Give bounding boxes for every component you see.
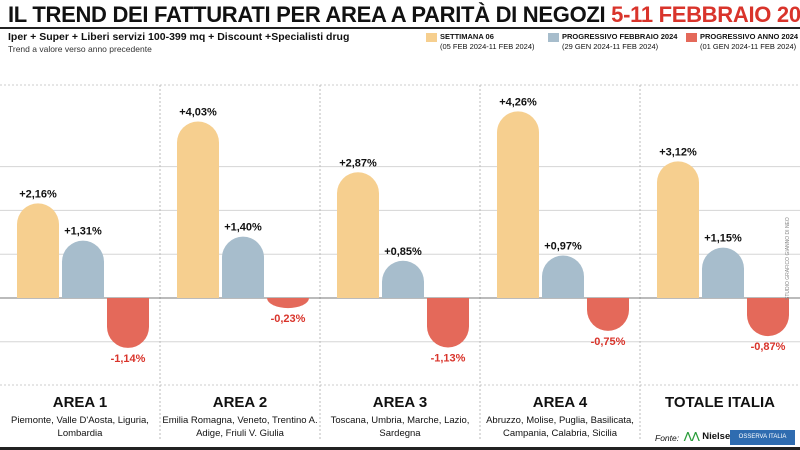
subtitle: Iper + Super + Liberi servizi 100-399 mq… [8, 31, 350, 43]
data-label: -0,75% [591, 336, 626, 348]
category-label: AREA 2 [212, 394, 268, 411]
bar-3 [587, 298, 629, 331]
nielseniq-icon: ⋀⋀ [684, 431, 700, 442]
bar-1 [17, 203, 59, 298]
bar-1 [177, 121, 219, 299]
legend-label: PROGRESSIVO ANNO 2024 [700, 32, 799, 41]
category-regions: Abruzzo, Molise, Puglia, Basilicata, Cam… [486, 415, 634, 439]
data-label: +2,16% [19, 188, 57, 200]
category-regions: Toscana, Umbria, Marche, Lazio, Sardegna [330, 415, 470, 439]
legend-item-anno: PROGRESSIVO ANNO 2024 (01 GEN 2024-11 FEB… [686, 32, 799, 52]
bar-2 [382, 260, 424, 298]
data-label: +0,97% [544, 241, 582, 253]
bar-1 [497, 111, 539, 298]
note: Trend a valore verso anno precedente [8, 44, 152, 54]
category-area-2: AREA 2 Emilia Romagna, Veneto, Trentino A… [160, 385, 320, 440]
bottom-rule [0, 447, 800, 450]
osserva-italia-logo: OSSERVA ITALIA [730, 430, 795, 445]
data-label: -0,23% [271, 313, 306, 325]
bar-3 [427, 298, 469, 348]
data-label: -0,87% [751, 341, 786, 353]
category-regions: Emilia Romagna, Veneto, Trentino A. Adig… [162, 415, 318, 439]
legend-period: (29 GEN 2024-11 FEB 2024) [562, 42, 659, 51]
category-regions: Piemonte, Valle D'Aosta, Liguria, Lombar… [11, 415, 149, 439]
legend-swatch [548, 33, 559, 42]
legend-label: SETTIMANA 06 [440, 32, 494, 41]
legend-item-febbraio: PROGRESSIVO FEBBRAIO 2024 (29 GEN 2024-11… [548, 32, 678, 52]
data-label: -1,14% [111, 353, 146, 365]
bar-2 [702, 247, 744, 298]
data-label: +4,03% [179, 106, 217, 118]
legend-swatch [426, 33, 437, 42]
legend-period: (01 GEN 2024-11 FEB 2024) [700, 42, 797, 51]
title-period: 5-11 FEBBRAIO 2024 [611, 2, 800, 27]
bar-2 [222, 236, 264, 298]
title-rule [0, 27, 800, 29]
bar-1 [657, 161, 699, 298]
data-label: +0,85% [384, 246, 422, 258]
data-label: +4,26% [499, 96, 537, 108]
data-label: +3,12% [659, 146, 697, 158]
bar-3 [107, 298, 149, 348]
legend-item-settimana: SETTIMANA 06 (05 FEB 2024-11 FEB 2024) [426, 32, 535, 52]
data-label: +1,31% [64, 226, 102, 238]
legend-period: (05 FEB 2024-11 FEB 2024) [440, 42, 535, 51]
source-label: Fonte: [655, 433, 680, 443]
data-label: -1,13% [431, 352, 466, 364]
category-area-3: AREA 3 Toscana, Umbria, Marche, Lazio, Sa… [320, 385, 480, 440]
data-label: +1,40% [224, 222, 262, 234]
chart-title: IL TREND DEI FATTURATI PER AREA A PARITÀ… [8, 2, 800, 28]
bar-3 [747, 298, 789, 337]
legend-swatch [686, 33, 697, 42]
category-label: AREA 3 [372, 394, 428, 411]
category-area-4: AREA 4 Abruzzo, Molise, Puglia, Basilicat… [480, 385, 640, 440]
nielseniq-logo: ⋀⋀ NielsenIQ [684, 431, 746, 442]
category-label: AREA 1 [52, 394, 108, 411]
category-label: TOTALE ITALIA [665, 394, 775, 411]
bar-2 [542, 255, 584, 298]
bar-3 [267, 298, 309, 309]
bar-2 [62, 240, 104, 298]
category-area-1: AREA 1 Piemonte, Valle D'Aosta, Liguria, … [0, 385, 160, 440]
bar-1 [337, 172, 379, 298]
title-text: IL TREND DEI FATTURATI PER AREA A PARITÀ… [8, 2, 606, 27]
source-name: NielsenIQ [702, 431, 747, 442]
data-label: +2,87% [339, 157, 377, 169]
category-totale: TOTALE ITALIA [640, 385, 800, 411]
legend-label: PROGRESSIVO FEBBRAIO 2024 [562, 32, 678, 41]
data-label: +1,15% [704, 233, 742, 245]
category-label: AREA 4 [532, 394, 588, 411]
credit: STUDIO GRAFICO GIANNO DI NEO [785, 217, 791, 300]
